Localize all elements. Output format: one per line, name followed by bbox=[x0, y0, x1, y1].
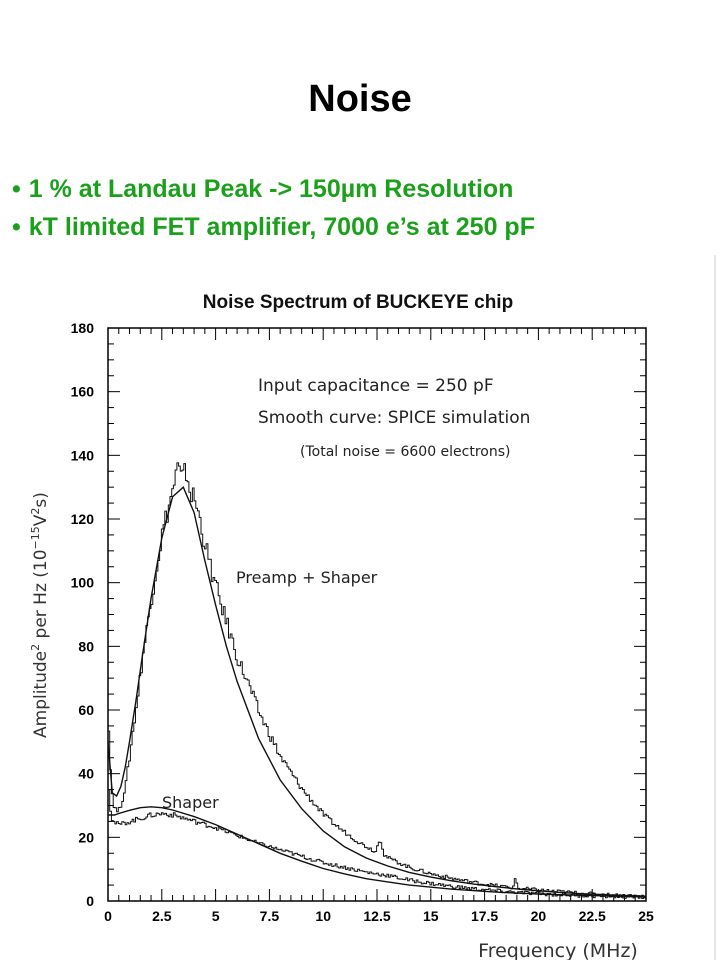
y-tick-label: 40 bbox=[78, 766, 94, 782]
measured-curve-shaper bbox=[108, 789, 646, 899]
x-tick-label: 10 bbox=[315, 908, 331, 924]
annotation-shaper: Shaper bbox=[162, 793, 219, 812]
y-axis-label: Amplitude2 per Hz (10−15V2s) bbox=[29, 492, 51, 738]
annotations: Input capacitance = 250 pF Smooth curve:… bbox=[162, 376, 530, 812]
series-layer bbox=[107, 462, 647, 899]
x-tick-label: 15 bbox=[423, 908, 439, 924]
measured-curve-preamp-shaper bbox=[108, 462, 646, 898]
bullet-item: • 1 % at Landau Peak -> 150µm Resolution bbox=[12, 170, 535, 208]
x-axis-label: Frequency (MHz) bbox=[478, 940, 638, 960]
slide-title: Noise bbox=[308, 78, 412, 120]
x-tick-label: 7.5 bbox=[260, 908, 280, 924]
page-edge-divider bbox=[714, 255, 716, 960]
x-tick-label: 17.5 bbox=[471, 908, 498, 924]
axis-ticks: 0 2.5 5 7.5 10 12.5 15 17.5 20 22.5 25 0 20 40 60 80 100… bbox=[71, 320, 654, 924]
x-tick-label: 12.5 bbox=[363, 908, 390, 924]
annotation-input-capacitance: Input capacitance = 250 pF bbox=[258, 376, 494, 396]
annotation-total-noise: (Total noise = 6600 electrons) bbox=[300, 444, 511, 460]
smooth-curve-preamp-shaper bbox=[107, 486, 647, 897]
y-tick-label: 20 bbox=[78, 829, 94, 845]
y-tick-label: 100 bbox=[71, 575, 95, 591]
x-tick-label: 22.5 bbox=[579, 908, 606, 924]
annotation-preamp-shaper: Preamp + Shaper bbox=[236, 568, 378, 587]
y-tick-label: 140 bbox=[71, 447, 95, 463]
y-tick-label: 80 bbox=[78, 638, 94, 654]
y-tick-label: 60 bbox=[78, 702, 94, 718]
y-tick-label: 180 bbox=[71, 320, 95, 336]
x-tick-label: 2.5 bbox=[152, 908, 172, 924]
chart-title: Noise Spectrum of BUCKEYE chip bbox=[203, 292, 513, 313]
bullet-text: kT limited FET amplifier, 7000 e’s at 25… bbox=[28, 213, 535, 241]
bullet-dot-icon: • bbox=[12, 213, 21, 241]
x-tick-label: 0 bbox=[104, 908, 112, 924]
y-tick-label: 0 bbox=[86, 893, 94, 909]
x-tick-label: 5 bbox=[212, 908, 220, 924]
y-tick-label: 160 bbox=[71, 384, 95, 400]
x-tick-label: 20 bbox=[531, 908, 547, 924]
noise-spectrum-chart: Noise Spectrum of BUCKEYE chip 0 2.5 5 7.5 1… bbox=[29, 292, 654, 960]
bullet-item: • kT limited FET amplifier, 7000 e’s at 2… bbox=[12, 208, 535, 246]
y-tick-label: 120 bbox=[71, 511, 95, 527]
x-tick-label: 25 bbox=[638, 908, 654, 924]
bullet-list: • 1 % at Landau Peak -> 150µm Resolution … bbox=[12, 170, 535, 246]
annotation-spice: Smooth curve: SPICE simulation bbox=[258, 408, 530, 428]
bullet-dot-icon: • bbox=[12, 175, 21, 203]
bullet-text: 1 % at Landau Peak -> 150µm Resolution bbox=[28, 175, 514, 203]
